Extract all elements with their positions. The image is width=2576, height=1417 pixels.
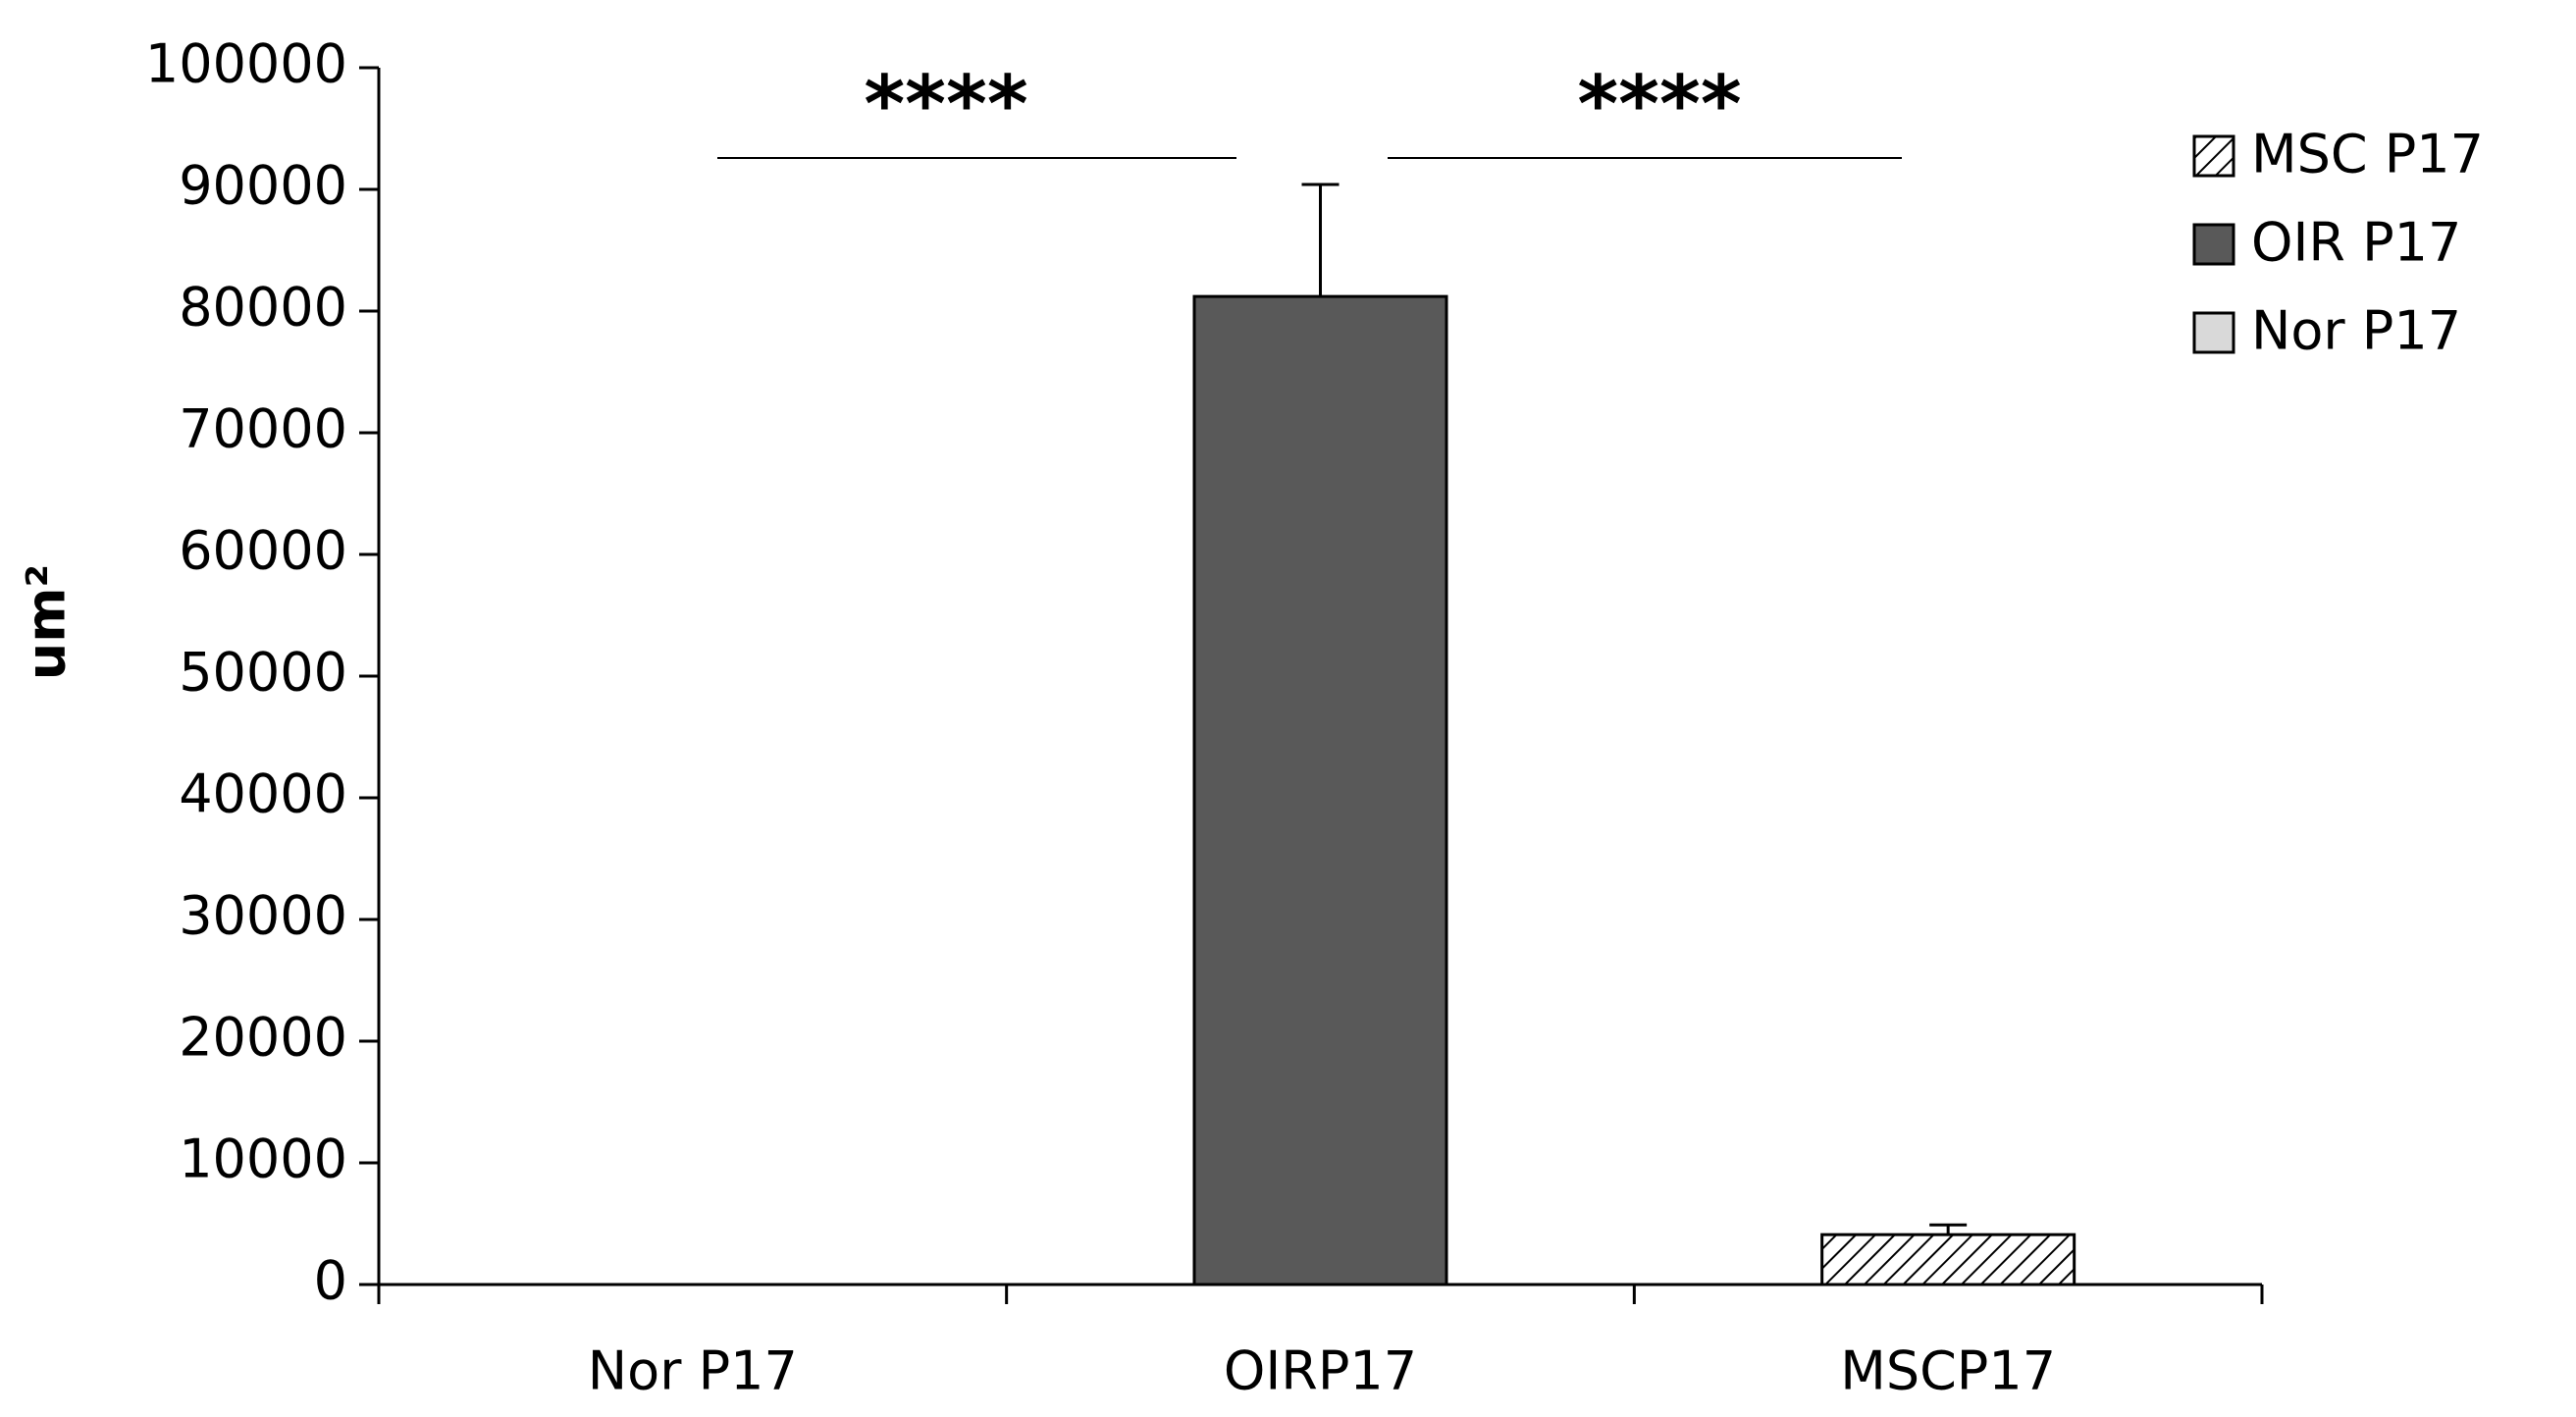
y-tick-label: 70000 bbox=[179, 398, 347, 460]
y-tick-label: 0 bbox=[314, 1250, 347, 1312]
x-tick-label: MSCP17 bbox=[1840, 1340, 2056, 1402]
bar bbox=[1820, 1233, 2077, 1286]
y-tick-label: 100000 bbox=[145, 33, 347, 95]
significance-stars: **** bbox=[1577, 59, 1741, 150]
y-axis-label: um² bbox=[16, 564, 78, 680]
legend-swatch bbox=[2192, 223, 2235, 266]
legend-swatch bbox=[2192, 134, 2235, 178]
y-tick-label: 80000 bbox=[179, 277, 347, 339]
y-tick-label: 30000 bbox=[179, 885, 347, 947]
bar bbox=[1192, 294, 1448, 1286]
y-tick-label: 60000 bbox=[179, 520, 347, 582]
significance-stars: **** bbox=[864, 59, 1027, 150]
y-tick-label: 40000 bbox=[179, 763, 347, 825]
y-tick-label: 10000 bbox=[179, 1128, 347, 1190]
x-tick-label: OIRP17 bbox=[1224, 1340, 1417, 1402]
x-tick-label: Nor P17 bbox=[588, 1340, 798, 1402]
y-tick-label: 50000 bbox=[179, 642, 347, 704]
legend-label: OIR P17 bbox=[2251, 212, 2461, 274]
legend-label: MSC P17 bbox=[2251, 124, 2484, 185]
legend-swatch bbox=[2192, 311, 2235, 354]
y-tick-label: 20000 bbox=[179, 1007, 347, 1069]
legend-label: Nor P17 bbox=[2251, 300, 2461, 362]
y-tick-label: 90000 bbox=[179, 155, 347, 217]
